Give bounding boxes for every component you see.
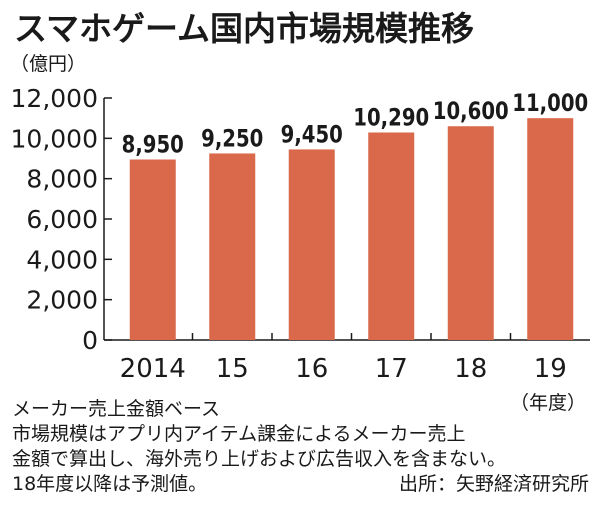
value-label: 10,600 xyxy=(433,98,509,125)
note-forecast-row: 18年度以降は予測値。 出所：矢野経済研究所 xyxy=(12,472,597,497)
note-definition-1: 市場規模はアプリ内アイテム課金によるメーカー売上 xyxy=(12,423,466,445)
y-tick-label: 10,000 xyxy=(11,124,98,153)
bar xyxy=(129,159,176,340)
x-tick-label: 15 xyxy=(216,354,249,384)
x-unit-label: （年度） xyxy=(510,392,586,414)
value-label: 8,950 xyxy=(122,132,184,159)
x-tick-label: 17 xyxy=(375,354,408,384)
notes: メーカー売上金額ベース 市場規模はアプリ内アイテム課金によるメーカー売上 金額で… xyxy=(12,397,597,497)
bar xyxy=(209,153,256,340)
note-forecast: 18年度以降は予測値。 xyxy=(12,473,208,495)
y-tick-label: 8,000 xyxy=(26,165,98,194)
x-tick-label: 16 xyxy=(295,354,328,384)
labels: 8,950 2014 9,250 15 9,450 16 10,290 17 10,600 18 1… xyxy=(120,90,589,414)
y-tick-label: 4,000 xyxy=(26,245,98,274)
x-tick-label: 2014 xyxy=(120,354,186,384)
note-basis: メーカー売上金額ベース xyxy=(12,398,221,420)
x-tick-label: 18 xyxy=(454,354,487,384)
y-unit-label: （億円） xyxy=(10,53,86,75)
value-label: 9,450 xyxy=(281,122,343,149)
y-tick-label: 6,000 xyxy=(26,205,98,234)
bars xyxy=(129,118,574,341)
value-label: 9,250 xyxy=(201,126,263,153)
y-tick-label: 2,000 xyxy=(26,286,98,315)
y-tick-label: 12,000 xyxy=(11,84,98,113)
bar xyxy=(447,126,494,340)
x-tick-label: 19 xyxy=(534,354,567,384)
bar xyxy=(368,132,415,340)
y-tick-label: 0 xyxy=(82,326,98,355)
bar xyxy=(288,149,335,340)
note-definition-2: 金額で算出し、海外売り上げおよび広告収入を含まない。 xyxy=(12,448,507,470)
chart-title: スマホゲーム国内市場規模推移 xyxy=(14,9,474,48)
value-label: 10,290 xyxy=(353,105,429,132)
value-label: 11,000 xyxy=(512,90,588,117)
bar xyxy=(527,118,574,341)
axes: 0 2,000 4,000 6,000 8,000 10,000 12,000 xyxy=(11,84,590,355)
source-credit: 出所：矢野経済研究所 xyxy=(398,473,589,495)
